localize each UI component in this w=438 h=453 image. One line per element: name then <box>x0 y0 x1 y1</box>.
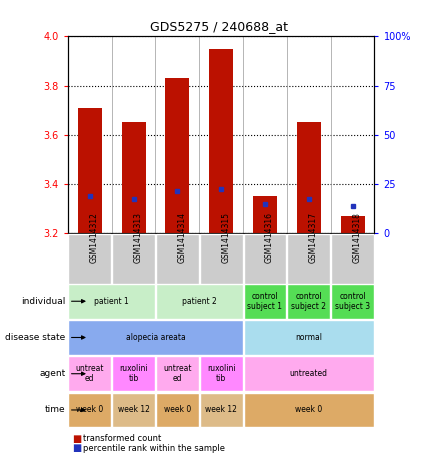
FancyBboxPatch shape <box>156 357 199 391</box>
Text: ruxolini
tib: ruxolini tib <box>119 364 148 383</box>
Text: control
subject 3: control subject 3 <box>335 292 370 311</box>
FancyBboxPatch shape <box>244 393 374 427</box>
Text: agent: agent <box>39 369 66 378</box>
FancyBboxPatch shape <box>68 320 243 355</box>
Text: control
subject 1: control subject 1 <box>247 292 283 311</box>
FancyBboxPatch shape <box>68 284 155 318</box>
Text: time: time <box>45 405 66 414</box>
FancyBboxPatch shape <box>156 284 243 318</box>
Text: transformed count: transformed count <box>83 434 162 443</box>
Text: ■: ■ <box>72 443 81 453</box>
Text: GSM1414317: GSM1414317 <box>309 212 318 263</box>
FancyBboxPatch shape <box>244 357 374 391</box>
FancyBboxPatch shape <box>112 234 155 285</box>
Text: week 0: week 0 <box>295 405 322 414</box>
Text: GDS5275 / 240688_at: GDS5275 / 240688_at <box>150 20 288 34</box>
FancyBboxPatch shape <box>112 393 155 427</box>
FancyBboxPatch shape <box>68 234 111 285</box>
FancyBboxPatch shape <box>331 234 374 285</box>
Text: patient 2: patient 2 <box>182 297 217 306</box>
FancyBboxPatch shape <box>244 284 286 318</box>
FancyBboxPatch shape <box>68 393 111 427</box>
Bar <box>209 48 233 233</box>
Bar <box>122 122 145 233</box>
Text: control
subject 2: control subject 2 <box>291 292 326 311</box>
Text: untreat
ed: untreat ed <box>75 364 104 383</box>
FancyBboxPatch shape <box>200 234 243 285</box>
Bar <box>341 216 364 233</box>
FancyBboxPatch shape <box>331 284 374 318</box>
Text: normal: normal <box>295 333 322 342</box>
Text: individual: individual <box>21 297 66 306</box>
Text: GSM1414314: GSM1414314 <box>177 212 187 263</box>
Text: untreat
ed: untreat ed <box>163 364 192 383</box>
Text: patient 1: patient 1 <box>94 297 129 306</box>
Bar <box>166 78 190 233</box>
Text: GSM1414316: GSM1414316 <box>265 212 274 263</box>
Text: ■: ■ <box>72 434 81 443</box>
FancyBboxPatch shape <box>287 284 330 318</box>
Text: week 0: week 0 <box>76 405 103 414</box>
FancyBboxPatch shape <box>287 234 330 285</box>
Text: untreated: untreated <box>290 369 328 378</box>
Text: GSM1414318: GSM1414318 <box>353 212 362 263</box>
Text: GSM1414315: GSM1414315 <box>221 212 230 263</box>
Text: week 0: week 0 <box>164 405 191 414</box>
FancyBboxPatch shape <box>156 393 199 427</box>
FancyBboxPatch shape <box>244 234 286 285</box>
Text: GSM1414313: GSM1414313 <box>134 212 143 263</box>
Text: week 12: week 12 <box>205 405 237 414</box>
Text: ruxolini
tib: ruxolini tib <box>207 364 236 383</box>
FancyBboxPatch shape <box>68 357 111 391</box>
FancyBboxPatch shape <box>244 320 374 355</box>
FancyBboxPatch shape <box>200 357 243 391</box>
FancyBboxPatch shape <box>156 234 199 285</box>
Text: disease state: disease state <box>5 333 66 342</box>
Text: alopecia areata: alopecia areata <box>126 333 185 342</box>
FancyBboxPatch shape <box>112 357 155 391</box>
Bar <box>253 196 277 233</box>
Bar <box>78 108 102 233</box>
Text: GSM1414312: GSM1414312 <box>90 212 99 263</box>
FancyBboxPatch shape <box>200 393 243 427</box>
Bar <box>297 122 321 233</box>
Text: week 12: week 12 <box>118 405 149 414</box>
Text: percentile rank within the sample: percentile rank within the sample <box>83 444 225 453</box>
